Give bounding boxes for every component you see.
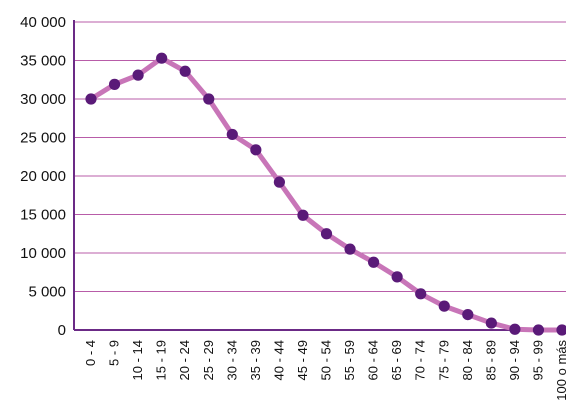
data-point [203, 93, 215, 105]
data-point [485, 317, 497, 329]
data-point [226, 128, 238, 141]
x-tick-label: 65 - 69 [389, 340, 404, 380]
y-tick-label: 20 000 [20, 168, 66, 185]
data-point [462, 309, 474, 321]
data-point [391, 271, 403, 283]
data-point [509, 323, 521, 335]
x-tick-label: 70 - 74 [413, 340, 428, 380]
data-point [179, 65, 191, 77]
x-tick-label: 10 - 14 [130, 340, 145, 380]
x-tick-label: 80 - 84 [460, 340, 475, 380]
x-tick-label: 45 - 49 [295, 340, 310, 380]
x-tick-label: 5 - 9 [107, 340, 122, 366]
data-point [85, 93, 97, 105]
y-tick-label: 30 000 [20, 91, 66, 108]
x-tick-label: 100 o más [554, 340, 566, 401]
y-tick-label: 5 000 [28, 284, 66, 301]
data-point [532, 324, 545, 336]
data-point [250, 144, 262, 156]
x-tick-label: 50 - 54 [319, 340, 334, 380]
x-tick-label: 40 - 44 [271, 340, 286, 380]
x-tick-label: 75 - 79 [436, 340, 451, 380]
data-point [556, 324, 566, 336]
data-point [108, 78, 121, 90]
x-tick-label: 90 - 94 [507, 340, 522, 380]
x-tick-label: 55 - 59 [342, 340, 357, 380]
y-tick-label: 15 000 [20, 207, 66, 224]
data-point [344, 243, 356, 255]
x-tick-label: 15 - 19 [154, 340, 169, 380]
y-tick-label: 0 [58, 322, 66, 339]
x-tick-label: 25 - 29 [201, 340, 216, 380]
data-point [273, 176, 285, 188]
data-point [297, 209, 309, 221]
x-tick-label: 20 - 24 [177, 340, 192, 380]
y-tick-label: 35 000 [20, 53, 66, 70]
x-tick-label: 0 - 4 [83, 340, 98, 366]
x-tick-label: 35 - 39 [248, 340, 263, 380]
x-tick-label: 95 - 99 [530, 340, 545, 380]
x-tick-label: 30 - 34 [224, 340, 239, 380]
x-tick-label: 60 - 64 [366, 340, 381, 380]
data-point [156, 52, 168, 64]
x-tick-label: 85 - 89 [483, 340, 498, 380]
data-point [368, 256, 380, 268]
y-tick-label: 25 000 [20, 130, 66, 147]
data-point [415, 288, 427, 300]
data-point [132, 69, 144, 81]
data-point [320, 228, 333, 240]
data-point [438, 300, 450, 312]
y-tick-label: 10 000 [20, 245, 66, 262]
y-tick-label: 40 000 [20, 14, 66, 31]
